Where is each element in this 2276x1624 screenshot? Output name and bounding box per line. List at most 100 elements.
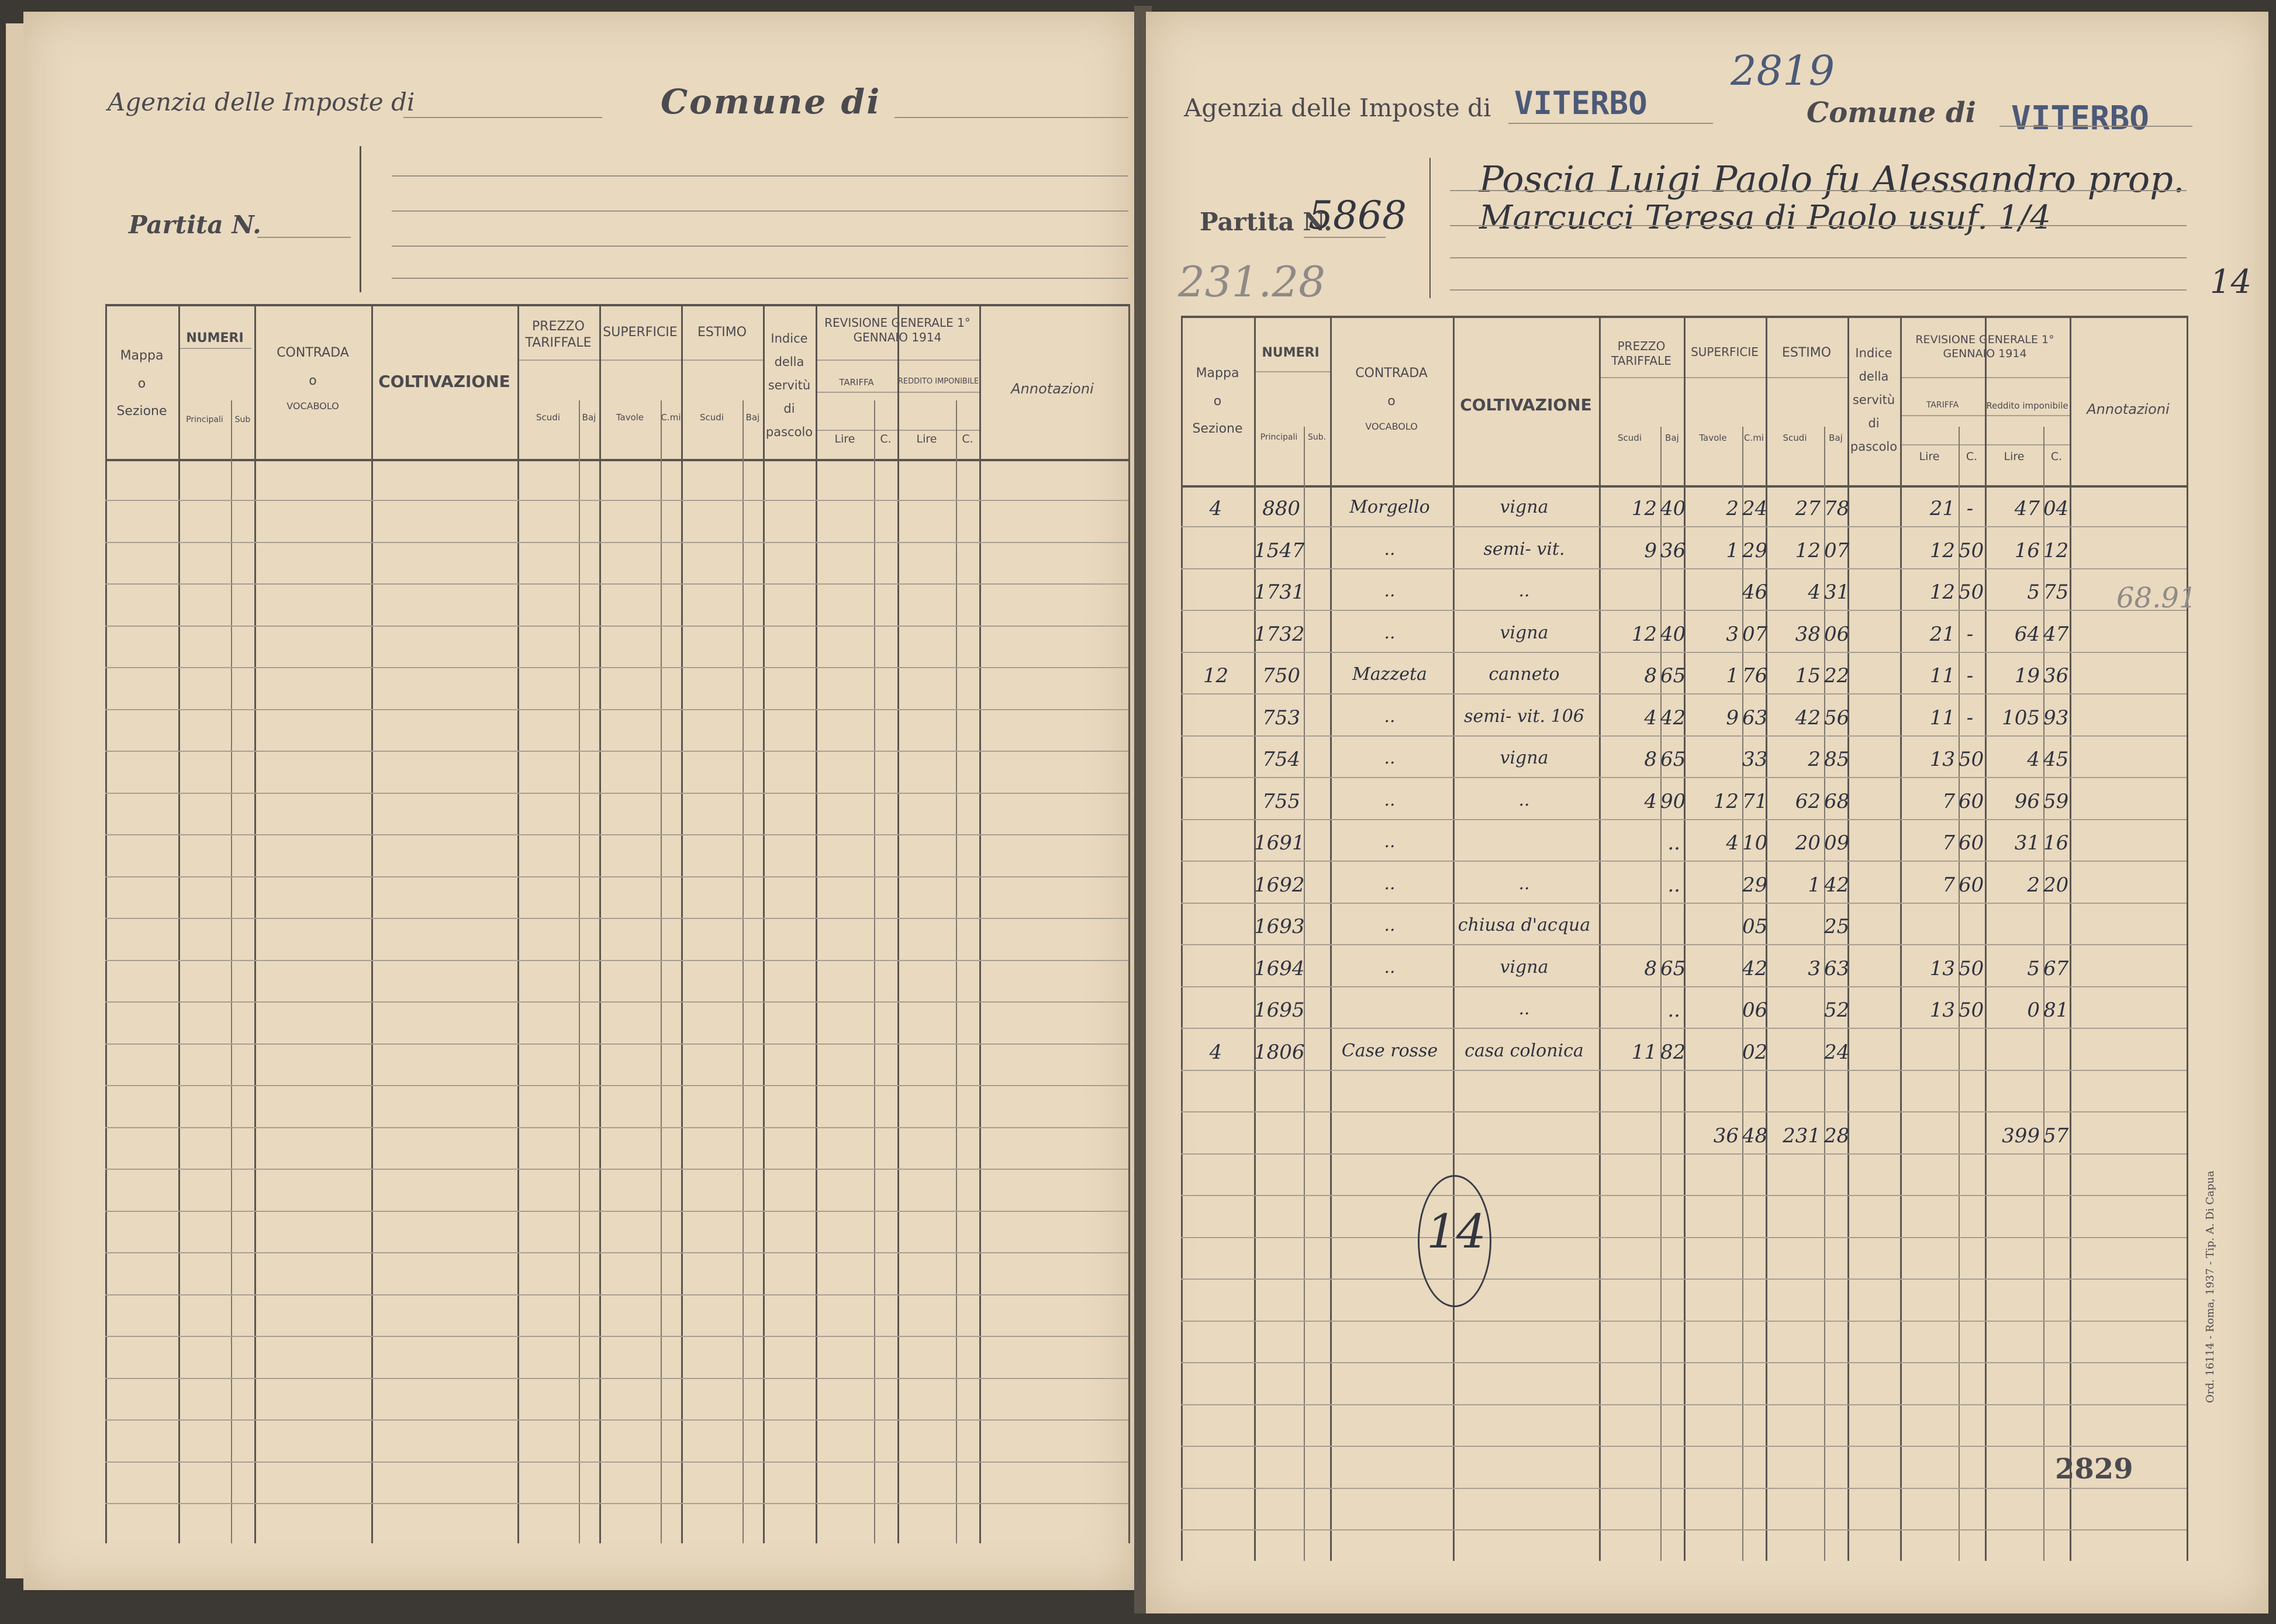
cell-rl: 16 — [2014, 538, 2040, 562]
ruled-row-line — [105, 1210, 1128, 1212]
cell-ebj: 42 — [1824, 873, 1850, 897]
header-lire-t: Lire — [1919, 450, 1940, 463]
cell-colt: semi- vit. 106 — [1464, 706, 1584, 727]
header-revisione: REVISIONE GENERALE 1° GENNAIO 1914 — [824, 316, 971, 344]
ruled-row-line — [1181, 735, 2187, 737]
cell-contrada: .. — [1384, 706, 1396, 727]
cell-ebj: 06 — [1824, 622, 1850, 646]
subcolumn-line — [1959, 427, 1960, 1561]
cell-contrada: Case rosse — [1341, 1040, 1438, 1061]
ruled-row-line — [1181, 986, 2187, 987]
cell-sc: 11 — [1631, 1040, 1657, 1064]
cell-sc: 12 — [1631, 622, 1657, 646]
right-page: Agenzia delle Imposte di VITERBO 2819 Co… — [1146, 12, 2268, 1613]
cell-bj: 65 — [1660, 664, 1686, 687]
ruled-row-line — [105, 918, 1128, 919]
cell-contrada: .. — [1384, 748, 1396, 768]
owner-rule-2 — [1450, 225, 2187, 226]
cell-tc: 50 — [1959, 998, 1984, 1022]
cell-esc: 12 — [1795, 538, 1821, 562]
cell-rl: 31 — [2014, 831, 2040, 855]
cell-tl: 11 — [1929, 664, 1955, 687]
header-estimo: ESTIMO — [1781, 345, 1832, 360]
cell-contrada: .. — [1384, 538, 1396, 559]
cell-rl: 47 — [2014, 497, 2040, 520]
cell-rc: 75 — [2043, 581, 2069, 604]
total-cmi: 48 — [1742, 1124, 1768, 1148]
total-rl: 399 — [2002, 1124, 2040, 1148]
owner-line-4 — [392, 278, 1128, 279]
subcolumn-line — [2043, 427, 2044, 1561]
cell-cmi: 76 — [1742, 664, 1768, 687]
cell-num: 755 — [1262, 789, 1300, 813]
right-register-table: Mappa o Sezione NUMERI Principali Sub. CON… — [1181, 316, 2188, 1561]
page-number: 2829 — [2055, 1453, 2133, 1485]
column-line — [816, 304, 817, 1543]
cell-cmi: 02 — [1742, 1040, 1768, 1064]
cell-colt: .. — [1518, 998, 1530, 1019]
cell-num: 754 — [1262, 748, 1300, 771]
left-register-table: Mappa o Sezione NUMERI Principali Sub CONT… — [105, 304, 1130, 1543]
ruled-row-line — [105, 1001, 1128, 1003]
cell-num: 1692 — [1254, 873, 1305, 897]
header-tavole: Tavole — [616, 412, 644, 423]
ruled-row-line — [1181, 861, 2187, 862]
pencil-note: 231.28 — [1178, 257, 1325, 306]
subcolumn-line — [1660, 427, 1662, 1561]
cell-cmi: 07 — [1742, 622, 1768, 646]
cell-tav: 12 — [1713, 789, 1739, 813]
agency-label: Agenzia delle Imposte di — [1184, 94, 1491, 122]
column-line — [1985, 316, 1987, 1561]
header-annotazioni: Annotazioni — [1011, 381, 1094, 397]
cell-esc: 15 — [1795, 664, 1821, 687]
ruled-row-line — [105, 1461, 1128, 1463]
header-tavole: Tavole — [1699, 433, 1727, 443]
cell-rc: 20 — [2043, 873, 2069, 897]
cell-ebj: 07 — [1824, 538, 1850, 562]
cell-rl: 96 — [2014, 789, 2040, 813]
column-line — [517, 304, 519, 1543]
cell-num: 880 — [1262, 497, 1300, 520]
header-contrada: CONTRADA o VOCABOLO — [277, 345, 349, 412]
column-line — [1254, 316, 1256, 1561]
cell-rl: 5 — [2027, 581, 2040, 604]
cell-contrada: .. — [1384, 622, 1396, 643]
cell-num: 1731 — [1254, 581, 1305, 604]
cell-tc: 50 — [1959, 748, 1984, 771]
cell-ebj: 52 — [1824, 998, 1850, 1022]
cell-tl: 13 — [1929, 748, 1955, 771]
cell-ebj: 22 — [1824, 664, 1850, 687]
ruled-row-line — [1181, 568, 2187, 569]
cell-ebj: 09 — [1824, 831, 1850, 855]
cell-rc: 93 — [2043, 706, 2069, 730]
column-line — [1847, 316, 1849, 1561]
cell-tc: 50 — [1959, 581, 1984, 604]
owner-rule-1 — [1450, 190, 2187, 191]
cell-ebj: 24 — [1824, 1040, 1850, 1064]
cell-tl: 12 — [1929, 581, 1955, 604]
cell-bj: 42 — [1660, 706, 1686, 730]
comune-underline — [1999, 126, 2192, 127]
subcolumn-line — [579, 400, 580, 1543]
cell-colt: vigna — [1500, 956, 1549, 977]
header-escudi: Scudi — [1783, 433, 1807, 443]
ruled-row-line — [1181, 1028, 2187, 1029]
partita-value: 5868 — [1308, 193, 1407, 238]
ruled-row-line — [105, 541, 1128, 543]
ruled-row-line — [105, 1294, 1128, 1295]
owner-line-2 — [392, 210, 1128, 212]
header-ebaj: Baj — [1829, 433, 1843, 443]
ruled-row-line — [105, 1169, 1128, 1170]
column-line — [599, 304, 601, 1543]
ruled-row-line — [105, 876, 1128, 877]
header-ebaj: Baj — [745, 412, 760, 423]
partita-underline — [257, 237, 351, 238]
cell-tc: 60 — [1959, 873, 1984, 897]
header-superficie: SUPERFICIE — [603, 325, 678, 340]
cell-sc: 9 — [1644, 538, 1657, 562]
ruled-row-line — [105, 1336, 1128, 1337]
cell-num: 1695 — [1254, 998, 1305, 1022]
column-line — [371, 304, 373, 1543]
cell-rc: 36 — [2043, 664, 2069, 687]
ruled-row-line — [1181, 1111, 2187, 1112]
